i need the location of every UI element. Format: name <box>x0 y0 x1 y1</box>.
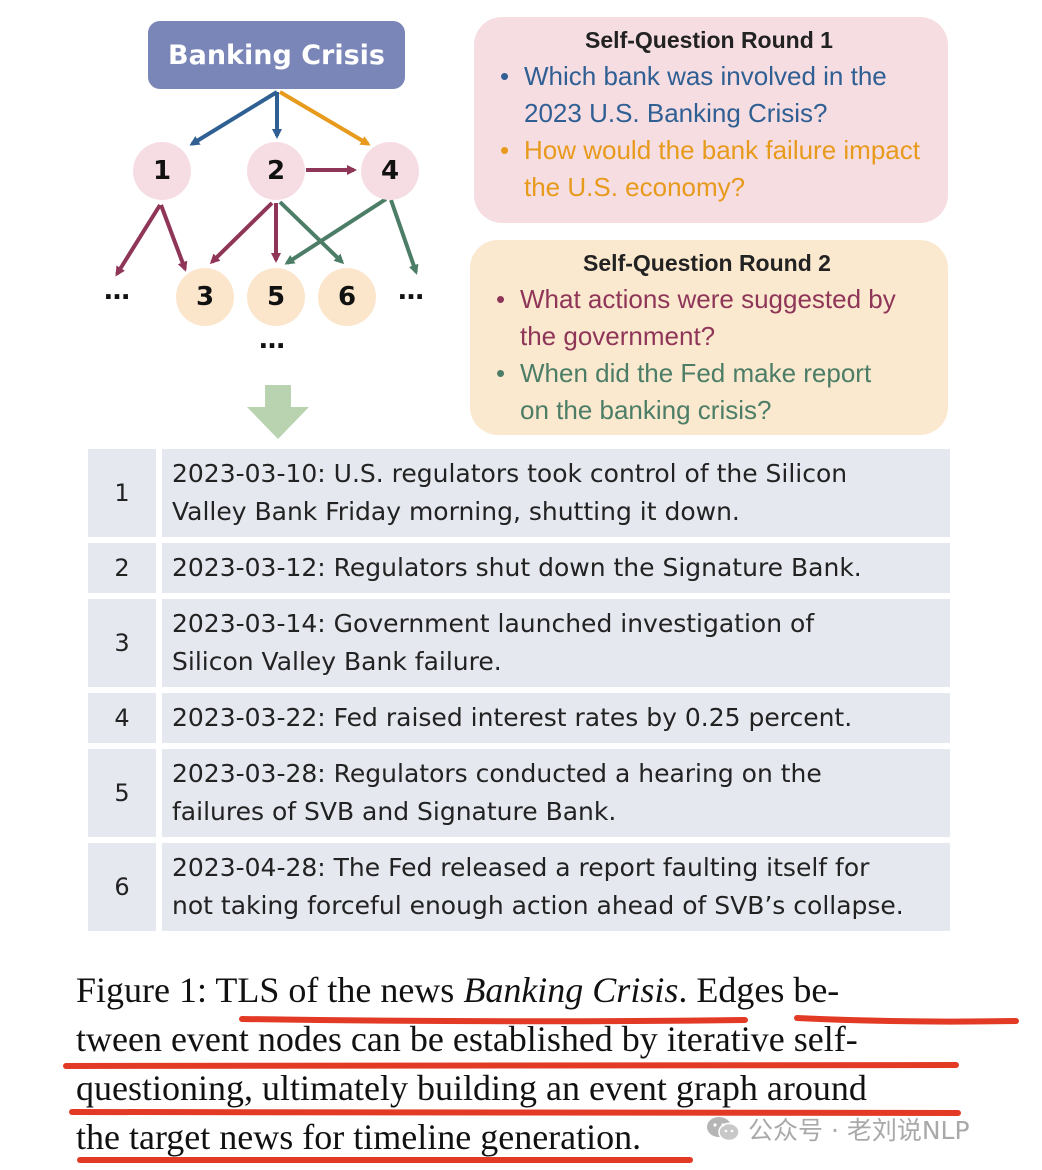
ellipsis-right: … <box>398 276 426 306</box>
ellipsis-left: … <box>104 276 132 306</box>
event-description: 2023-03-12: Regulators shut down the Sig… <box>162 543 950 593</box>
table-row: 6 2023-04-28: The Fed released a report f… <box>88 843 950 931</box>
table-row: 3 2023-03-14: Government launched investi… <box>88 599 950 687</box>
watermark: 公众号 · 老刘说NLP <box>706 1111 970 1147</box>
caption-label: Figure 1: <box>76 970 207 1010</box>
event-node-5: 5 <box>247 268 305 326</box>
caption-title: Banking Crisis <box>463 970 679 1010</box>
edge-2-6 <box>278 200 345 265</box>
question-item: • Which bank was involved in the 2023 U.S… <box>488 58 930 132</box>
timeline-table: 1 2023-03-10: U.S. regulators took contro… <box>88 443 950 937</box>
event-node-6: 6 <box>318 268 376 326</box>
event-description-line: not taking forceful enough action ahead … <box>172 891 904 920</box>
ellipsis-bottom: … <box>259 325 287 355</box>
event-description-line: failures of SVB and Signature Bank. <box>172 797 617 826</box>
round-title: Self-Question Round 1 <box>585 27 833 53</box>
event-description: 2023-03-28: Regulators conducted a heari… <box>162 749 950 837</box>
caption-line-3: questioning, ultimately building an even… <box>76 1068 867 1108</box>
event-description: 2023-03-10: U.S. regulators took control… <box>162 449 950 537</box>
event-number: 3 <box>88 599 162 687</box>
question-item: • How would the bank failure impact the U… <box>488 132 930 206</box>
caption-line-4: the target news for timeline generation. <box>76 1117 642 1157</box>
event-number: 6 <box>88 843 162 931</box>
event-description-line: 2023-03-14: Government launched investig… <box>172 609 815 638</box>
figure-caption: Figure 1: TLS of the news Banking Crisis… <box>76 966 976 1162</box>
event-description-line: 2023-03-22: Fed raised interest rates by… <box>172 703 853 732</box>
table-row: 5 2023-03-28: Regulators conducted a hear… <box>88 749 950 837</box>
edge-1-3 <box>159 204 188 272</box>
event-node-3: 3 <box>176 268 234 326</box>
self-question-round-1: Self-Question Round 1 • Which bank was in… <box>474 17 948 223</box>
caption-line-1: Figure 1: TLS of the news Banking Crisis… <box>76 966 976 1015</box>
root-event-label: Banking Crisis <box>168 39 385 71</box>
event-node-1: 1 <box>133 142 191 200</box>
edge-1-left <box>115 203 162 277</box>
watermark-text: 公众号 · 老刘说NLP <box>748 1116 970 1145</box>
event-description: 2023-03-14: Government launched investig… <box>162 599 950 687</box>
graph-edges <box>115 90 419 277</box>
caption-line-2: tween event nodes can be established by … <box>76 1019 858 1059</box>
event-node-2: 2 <box>247 142 305 200</box>
event-description-line: 2023-04-28: The Fed released a report fa… <box>172 853 870 882</box>
question-item: • When did the Fed make report on the ban… <box>484 355 930 429</box>
bullet-icon: • <box>496 284 506 314</box>
wechat-icon <box>707 1117 740 1142</box>
caption-text: TLS of the news <box>215 970 455 1010</box>
event-number: 1 <box>88 449 162 537</box>
edge-2-3 <box>209 201 274 265</box>
round-title: Self-Question Round 2 <box>583 250 831 276</box>
event-number: 5 <box>88 749 162 837</box>
table-row: 4 2023-03-22: Fed raised interest rates b… <box>88 693 950 743</box>
event-number: 2 <box>88 543 162 593</box>
event-description-line: 2023-03-12: Regulators shut down the Sig… <box>172 553 862 582</box>
event-number: 4 <box>88 693 162 743</box>
event-graph: Banking Crisis 1 2 4 3 5 6 … … … <box>0 0 470 450</box>
event-description-line: 2023-03-10: U.S. regulators took control… <box>172 459 848 488</box>
edge-4-5 <box>284 197 388 265</box>
down-arrow-icon <box>247 385 309 439</box>
table-row: 1 2023-03-10: U.S. regulators took contro… <box>88 449 950 537</box>
question-item: • What actions were suggested by the gove… <box>484 281 930 355</box>
event-description: 2023-04-28: The Fed released a report fa… <box>162 843 950 931</box>
caption-text: . Edges be- <box>678 970 840 1010</box>
self-question-round-2: Self-Question Round 2 • What actions were… <box>470 240 948 435</box>
bullet-icon: • <box>496 358 506 388</box>
bullet-icon: • <box>500 61 510 91</box>
bullet-icon: • <box>500 135 510 165</box>
edge-4-right <box>389 199 419 275</box>
event-description-line: Valley Bank Friday morning, shutting it … <box>172 497 740 526</box>
event-node-4: 4 <box>361 142 419 200</box>
event-description-line: Silicon Valley Bank failure. <box>172 647 502 676</box>
event-description-line: 2023-03-28: Regulators conducted a heari… <box>172 759 822 788</box>
root-event-box: Banking Crisis <box>148 21 405 89</box>
edge-root-4 <box>278 90 371 146</box>
edge-root-1 <box>189 90 279 146</box>
table-row: 2 2023-03-12: Regulators shut down the Si… <box>88 543 950 593</box>
event-description: 2023-03-22: Fed raised interest rates by… <box>162 693 950 743</box>
